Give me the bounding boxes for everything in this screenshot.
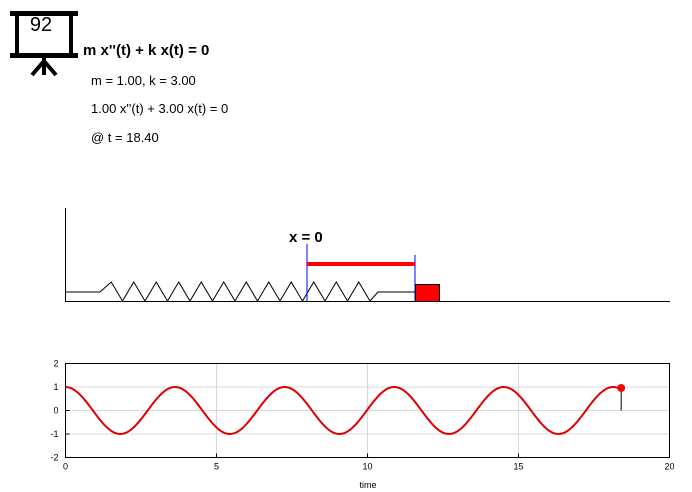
x-tick-label: 10 — [362, 462, 372, 472]
current-point — [617, 383, 626, 392]
equilibrium-label: x = 0 — [289, 229, 323, 246]
x-axis-label: time — [359, 480, 376, 490]
presentation-board-icon — [10, 11, 78, 77]
y-tick-label: 2 — [53, 359, 58, 369]
x-tick-label: 20 — [664, 462, 674, 472]
x-tick-label: 0 — [63, 462, 68, 472]
y-tick-label: 0 — [53, 406, 58, 416]
spring-coil — [65, 281, 415, 302]
current-time-label: @ t = 18.40 — [91, 130, 159, 145]
parameter-values: m = 1.00, k = 3.00 — [91, 73, 196, 88]
mass-block — [415, 284, 440, 302]
board-number: 92 — [29, 14, 53, 36]
displacement-plot: 0 5 10 15 20 -2 -1 0 1 2 time — [50, 359, 674, 491]
x-tick-label: 15 — [513, 462, 523, 472]
x-tick-label: 5 — [214, 462, 219, 472]
displacement-bar — [307, 262, 415, 266]
equation-title: m x''(t) + k x(t) = 0 — [83, 42, 210, 59]
y-tick-label: -1 — [50, 429, 58, 439]
displacement-curve — [65, 385, 622, 436]
y-tick-label: -2 — [50, 453, 58, 463]
spring-mass-scene — [65, 208, 670, 302]
y-tick-label: 1 — [53, 382, 58, 392]
numeric-equation: 1.00 x''(t) + 3.00 x(t) = 0 — [91, 101, 229, 116]
